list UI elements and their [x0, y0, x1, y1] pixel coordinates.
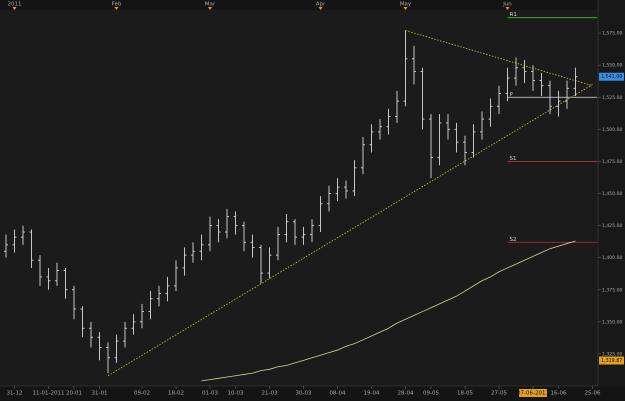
price-tag — [599, 356, 624, 365]
y-tick-label: 1,400.00 — [602, 255, 623, 261]
pivot-label: S1 — [510, 156, 517, 162]
x-tick-label: 18-02 — [168, 391, 184, 397]
x-tick-label: 31-12 — [7, 391, 23, 397]
month-label: Apr — [316, 2, 326, 8]
month-label: May — [400, 2, 412, 8]
pivot-label: S2 — [510, 237, 517, 243]
x-tick-label: 21-03 — [262, 391, 278, 397]
y-tick-label: 1,550.00 — [602, 63, 623, 69]
bottom-axis — [0, 386, 625, 401]
y-tick-label: 1,350.00 — [602, 319, 623, 325]
x-tick-label: 18-05 — [457, 391, 473, 397]
moving-average — [201, 240, 576, 382]
price-tag — [599, 72, 624, 81]
month-label: Feb — [112, 2, 122, 8]
x-tick-label: 19-04 — [364, 391, 380, 397]
y-tick-label: 1,500.00 — [602, 127, 623, 133]
month-marker — [403, 7, 408, 10]
cursor-label-bg — [519, 389, 547, 397]
x-tick-label: 09-05 — [423, 391, 439, 397]
right-axis — [598, 0, 625, 386]
y-tick-label: 1,325.00 — [602, 351, 623, 357]
x-tick-label: 10-03 — [228, 391, 244, 397]
x-tick-label: 08-04 — [330, 391, 346, 397]
y-tick-label: 1,375.00 — [602, 287, 623, 293]
x-tick-label: 20-01 — [66, 391, 82, 397]
y-tick-label: 1,450.00 — [602, 191, 623, 197]
month-label: 2011 — [8, 2, 22, 8]
pivot-label: P — [510, 92, 514, 98]
y-tick-label: 1,525.00 — [602, 95, 623, 101]
x-tick-label: 09-02 — [134, 391, 150, 397]
month-marker — [12, 7, 17, 10]
x-tick-label: 11-01-2011 — [33, 391, 65, 397]
x-tick-label: 01-03 — [202, 391, 218, 397]
x-tick-label: 31-01 — [92, 391, 108, 397]
y-tick-label: 1,475.00 — [602, 159, 623, 165]
x-tick-label: 07-06-2011 — [517, 391, 549, 397]
x-tick-label: 30-03 — [296, 391, 312, 397]
trendline — [405, 30, 593, 87]
x-tick-label: 25-06 — [585, 391, 601, 397]
trendline — [107, 84, 593, 377]
month-label: Mar — [205, 2, 216, 8]
month-label: Jun — [502, 2, 512, 8]
month-marker — [208, 7, 212, 10]
x-tick-label: 28-04 — [398, 391, 414, 397]
y-tick-label: 1,425.00 — [602, 223, 623, 229]
month-marker — [318, 7, 323, 10]
top-strip — [0, 0, 598, 10]
price-tag-label: 1,541.00 — [601, 74, 622, 80]
month-marker — [505, 7, 510, 10]
month-marker — [114, 7, 119, 10]
y-tick-label: 1,575.00 — [602, 31, 623, 37]
x-tick-label: 27-05 — [491, 391, 507, 397]
x-tick-label: 16-06 — [551, 391, 567, 397]
pivot-label: R1 — [510, 12, 517, 18]
price-tag-label: 1,319.87 — [601, 358, 622, 364]
